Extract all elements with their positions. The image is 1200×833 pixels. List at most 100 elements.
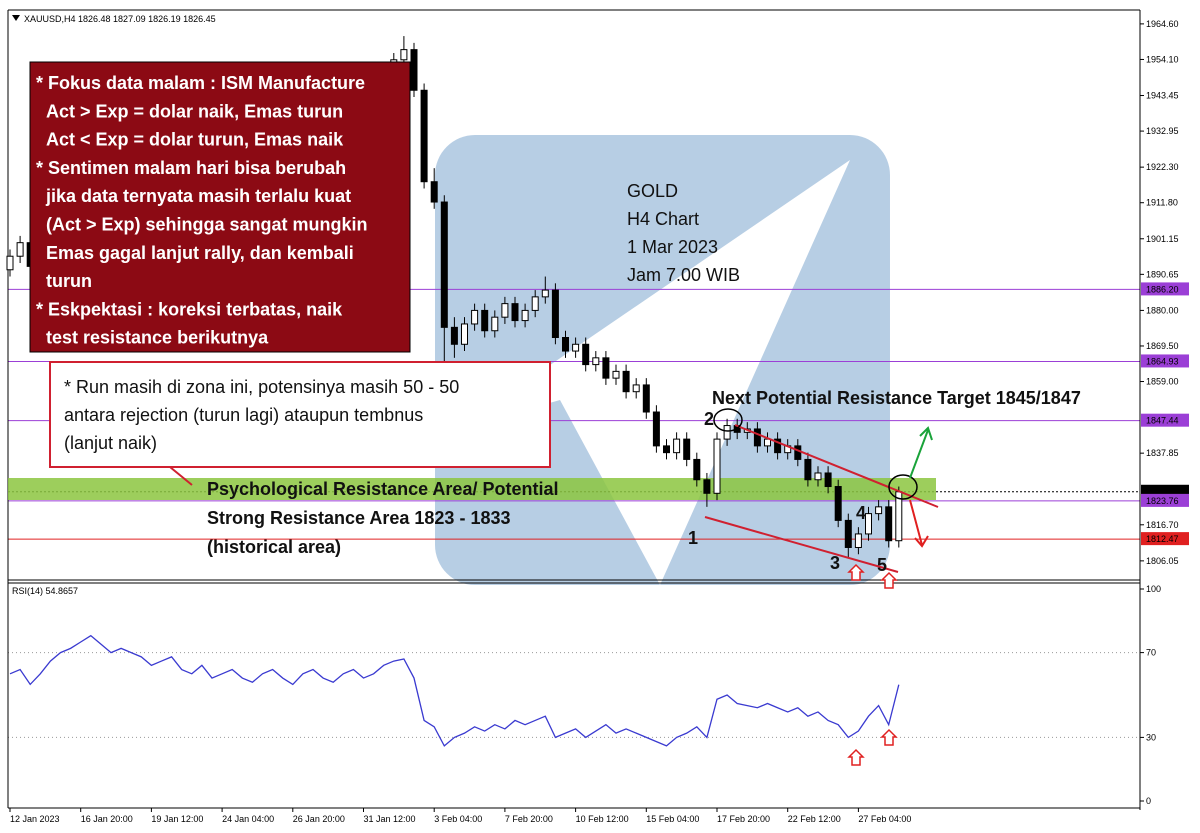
candle-body	[753, 428, 761, 447]
x-tick-label: 10 Feb 12:00	[576, 814, 629, 824]
info-box	[29, 61, 411, 353]
info-text: * Fokus data malam : ISM Manufacture	[36, 73, 365, 93]
note-text: (lanjut naik)	[64, 433, 157, 453]
y-tick-label: 1869.50	[1146, 341, 1179, 351]
candle-body	[461, 323, 468, 345]
x-tick-label: 24 Jan 04:00	[222, 814, 274, 824]
wave-label: 3	[830, 553, 840, 573]
candle-body	[410, 49, 418, 91]
candle-body	[703, 479, 711, 494]
rsi-tick-label: 0	[1146, 796, 1151, 806]
rsi-tick-label: 70	[1146, 648, 1156, 658]
price-tag	[1141, 354, 1189, 368]
arrow-down	[909, 499, 929, 548]
rsi-line	[9, 634, 900, 747]
y-tick-label: 1880.00	[1146, 305, 1179, 315]
header: XAUUSD,H4 1826.48 1827.09 1826.19 1826.4…	[24, 14, 216, 24]
y-tick-label: 1932.95	[1146, 126, 1179, 136]
note-box	[49, 361, 551, 468]
x-tick-label: 19 Jan 12:00	[151, 814, 203, 824]
candle-body	[824, 472, 832, 488]
candle-body	[521, 309, 529, 322]
candle-body	[723, 425, 731, 440]
y-tick-label: 1964.60	[1146, 19, 1179, 29]
trend-line	[734, 424, 939, 508]
chart-label: GOLD	[627, 181, 678, 201]
x-tick-label: 16 Jan 20:00	[81, 814, 133, 824]
y-tick-label: 1890.65	[1146, 269, 1179, 279]
chart-label: 1 Mar 2023	[627, 237, 718, 257]
candle-body	[854, 533, 862, 548]
candle-body	[774, 438, 782, 454]
circle-marker	[713, 408, 743, 432]
note-text: * Run masih di zona ini, potensinya masi…	[64, 377, 459, 397]
candle-body	[875, 506, 883, 515]
candle-body	[481, 309, 489, 332]
y-tick-label: 1859.00	[1146, 377, 1179, 387]
x-tick-label: 12 Jan 2023	[10, 814, 60, 824]
candle-body	[885, 506, 893, 542]
candle-body	[632, 384, 640, 393]
candle-body	[450, 326, 458, 345]
up-arrow-icon	[847, 748, 865, 766]
info-text: Emas gagal lanjut rally, dan kembali	[46, 243, 354, 263]
chart-label: Jam 7.00 WIB	[627, 265, 740, 285]
price-tag-label: 1823.76	[1146, 496, 1179, 506]
wave-label: 2	[704, 409, 714, 429]
zone-label: Psychological Resistance Area/ Potential	[207, 479, 558, 499]
annotations: * Fokus data malam : ISM Manufacture Act …	[36, 73, 887, 575]
candle-body	[511, 303, 519, 322]
candle-body	[683, 438, 691, 460]
price-tag	[1141, 532, 1189, 546]
candle-body	[541, 289, 549, 298]
candle-body	[6, 255, 14, 271]
x-tick-label: 17 Feb 20:00	[717, 814, 770, 824]
up-arrow-icon	[880, 728, 898, 746]
x-tick-label: 27 Feb 04:00	[858, 814, 911, 824]
wave-label: 1	[688, 528, 698, 548]
candle-body	[531, 296, 539, 311]
price-tag	[1141, 493, 1189, 507]
zone-label: Strong Resistance Area 1823 - 1833	[207, 508, 511, 528]
circle-marker	[888, 474, 918, 500]
info-text: Act > Exp = dolar naik, Emas turun	[46, 101, 343, 121]
trend-line	[704, 516, 899, 573]
price-tag	[1141, 413, 1189, 427]
candle-body	[440, 201, 448, 328]
chart-label: H4 Chart	[627, 209, 699, 229]
x-tick-label: 7 Feb 20:00	[505, 814, 553, 824]
header-icon	[12, 15, 20, 21]
candle-body	[551, 289, 559, 339]
info-text: turun	[46, 271, 92, 291]
candle-body	[693, 458, 701, 481]
y-tick-label: 1922.30	[1146, 162, 1179, 172]
zone-label: (historical area)	[207, 537, 341, 557]
up-arrow-icon	[880, 571, 898, 589]
note-text: antara rejection (turun lagi) ataupun te…	[64, 405, 423, 425]
candle-body	[713, 438, 721, 494]
x-tick-label: 22 Feb 12:00	[788, 814, 841, 824]
wave-label: 5	[877, 555, 887, 575]
y-tick-label: 1954.10	[1146, 54, 1179, 64]
candle-body	[673, 438, 681, 454]
x-tick-label: 15 Feb 04:00	[646, 814, 699, 824]
candle-body	[865, 513, 872, 535]
candle-body	[430, 181, 438, 203]
candle-body	[652, 411, 660, 447]
candle-body	[622, 370, 630, 393]
rsi-tick-label: 30	[1146, 732, 1156, 742]
candle-body	[602, 357, 610, 379]
candle-body	[592, 357, 600, 366]
candle-body	[16, 242, 24, 257]
price-tag-label: 1826.45	[1146, 487, 1179, 497]
price-tag-label: 1847.44	[1146, 416, 1179, 426]
candle-body	[400, 49, 408, 61]
candle-body	[663, 445, 670, 454]
info-text: * Sentimen malam hari bisa berubah	[36, 158, 346, 178]
watermark-shape	[455, 160, 850, 585]
y-tick-label: 1943.45	[1146, 91, 1179, 101]
candle-body	[501, 303, 509, 318]
y-tick-label: 1911.80	[1146, 198, 1178, 208]
rsi-tick-label: 100	[1146, 584, 1161, 594]
